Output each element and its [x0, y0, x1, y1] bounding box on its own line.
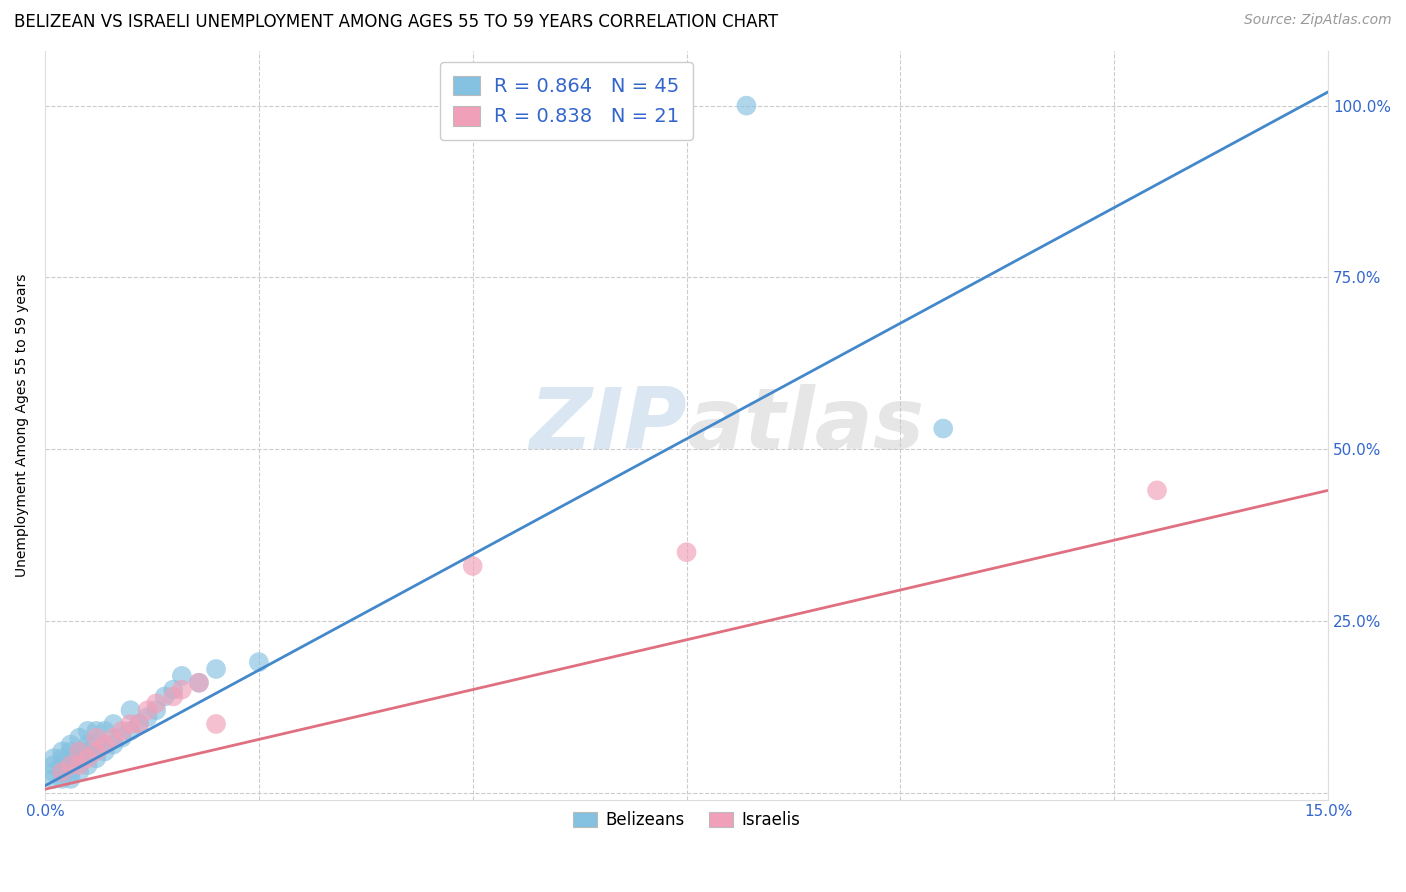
Point [59, 744, 82, 758]
Point [42, 751, 65, 765]
Point [145, 696, 167, 710]
Point [84, 744, 107, 758]
Point [461, 558, 484, 573]
Point [59, 765, 82, 780]
Point [59, 772, 82, 786]
Point [111, 723, 134, 738]
Legend: Belizeans, Israelis: Belizeans, Israelis [567, 805, 807, 836]
Point [51, 765, 73, 780]
Point [170, 669, 193, 683]
Point [675, 545, 697, 559]
Point [128, 717, 150, 731]
Point [120, 703, 142, 717]
Point [51, 751, 73, 765]
Point [94, 738, 117, 752]
Point [170, 682, 193, 697]
Point [51, 772, 73, 786]
Point [84, 731, 107, 745]
Point [205, 662, 228, 676]
Point [67, 744, 90, 758]
Point [153, 690, 176, 704]
Point [128, 717, 150, 731]
Point [76, 751, 98, 765]
Point [59, 758, 82, 772]
Point [51, 758, 73, 772]
Point [103, 731, 125, 745]
Text: atlas: atlas [686, 384, 925, 467]
Point [76, 758, 98, 772]
Point [59, 758, 82, 772]
Text: BELIZEAN VS ISRAELI UNEMPLOYMENT AMONG AGES 55 TO 59 YEARS CORRELATION CHART: BELIZEAN VS ISRAELI UNEMPLOYMENT AMONG A… [14, 13, 778, 31]
Point [205, 717, 228, 731]
Point [67, 751, 90, 765]
Text: ZIP: ZIP [529, 384, 686, 467]
Point [59, 738, 82, 752]
Point [67, 744, 90, 758]
Point [162, 690, 184, 704]
Point [103, 738, 125, 752]
Point [136, 703, 159, 717]
Point [76, 738, 98, 752]
Point [120, 723, 142, 738]
Point [120, 717, 142, 731]
Point [136, 710, 159, 724]
Point [51, 765, 73, 780]
Point [650, 98, 672, 112]
Point [932, 421, 955, 435]
Point [145, 703, 167, 717]
Point [84, 723, 107, 738]
Point [42, 758, 65, 772]
Point [76, 723, 98, 738]
Point [42, 772, 65, 786]
Point [735, 98, 758, 112]
Point [67, 731, 90, 745]
Text: Source: ZipAtlas.com: Source: ZipAtlas.com [1244, 13, 1392, 28]
Point [247, 655, 270, 669]
Point [188, 675, 211, 690]
Point [59, 751, 82, 765]
Y-axis label: Unemployment Among Ages 55 to 59 years: Unemployment Among Ages 55 to 59 years [15, 274, 30, 577]
Point [188, 675, 211, 690]
Point [84, 738, 107, 752]
Point [84, 751, 107, 765]
Point [1146, 483, 1168, 498]
Point [103, 717, 125, 731]
Point [162, 682, 184, 697]
Point [94, 744, 117, 758]
Point [42, 765, 65, 780]
Point [94, 723, 117, 738]
Point [67, 758, 90, 772]
Point [76, 744, 98, 758]
Point [111, 731, 134, 745]
Point [51, 744, 73, 758]
Point [67, 765, 90, 780]
